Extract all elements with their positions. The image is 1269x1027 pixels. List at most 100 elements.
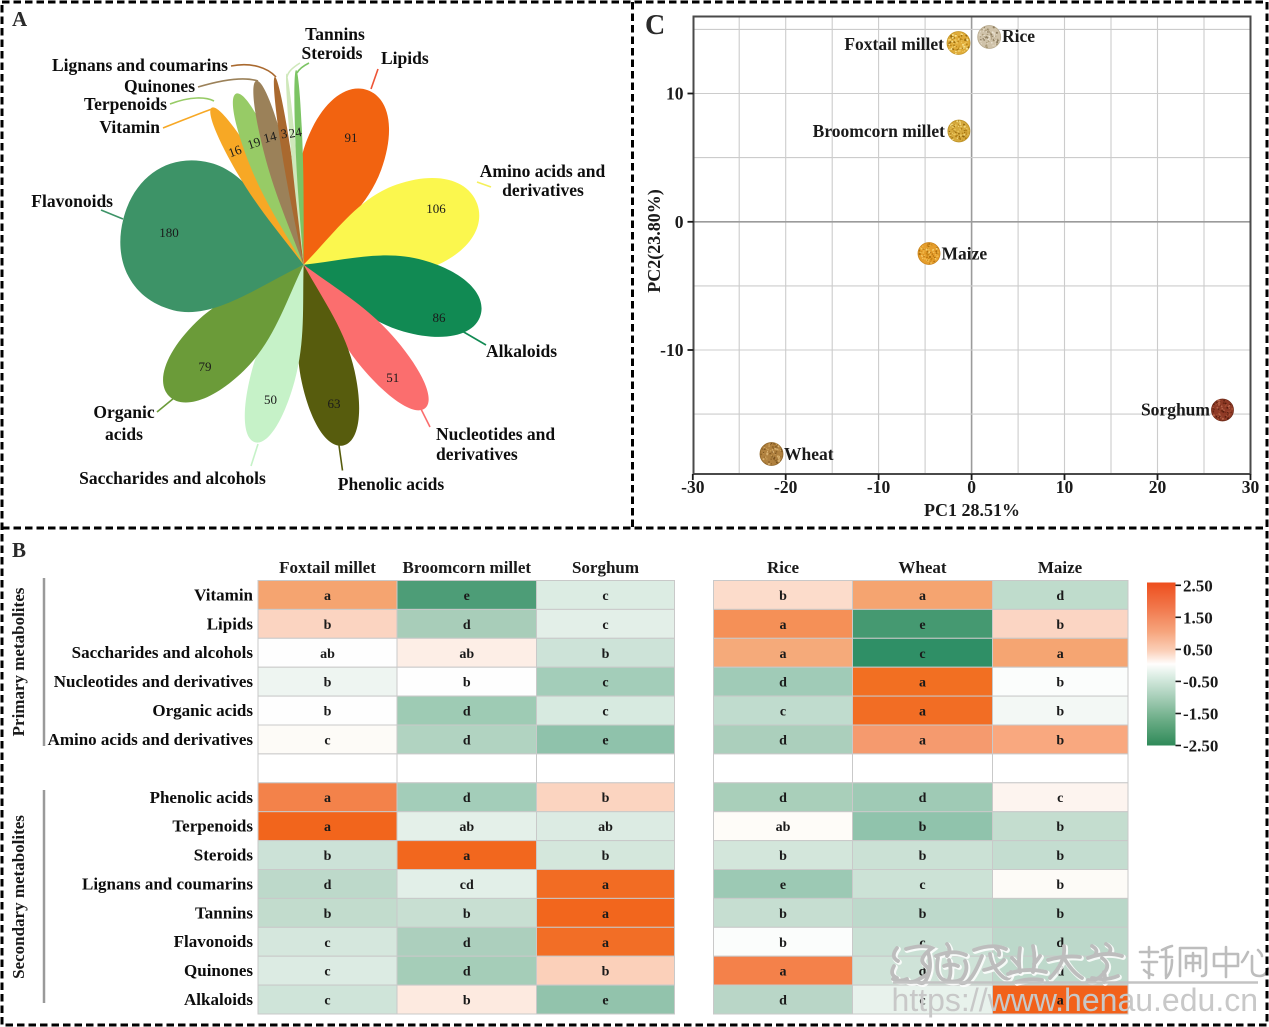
svg-text:c: c [919,936,925,951]
svg-text:63: 63 [328,396,341,411]
svg-text:b: b [324,907,332,922]
svg-text:ab: ab [776,820,791,835]
svg-text:b: b [602,647,610,662]
svg-text:30: 30 [1242,477,1260,497]
svg-text:-10: -10 [660,340,684,360]
svg-text:d: d [779,994,787,1009]
svg-text:Lignans and coumarins: Lignans and coumarins [52,55,228,75]
svg-text:a: a [919,676,926,691]
svg-text:b: b [602,791,610,806]
svg-text:b: b [779,589,787,604]
svg-text:d: d [463,618,471,633]
svg-text:-30: -30 [681,477,705,497]
svg-text:Foxtail millet: Foxtail millet [844,34,944,54]
svg-text:Steroids: Steroids [194,846,254,865]
svg-text:-10: -10 [867,477,891,497]
svg-text:b: b [324,618,332,633]
svg-text:a: a [919,589,926,604]
svg-text:c: c [780,705,786,720]
svg-text:0.50: 0.50 [1183,640,1213,659]
svg-text:d: d [919,965,927,980]
svg-text:b: b [919,907,927,922]
svg-text:0: 0 [967,477,976,497]
svg-text:b: b [1056,849,1064,864]
svg-text:c: c [919,878,925,893]
svg-text:b: b [919,849,927,864]
svg-text:c: c [324,965,330,980]
svg-text:-20: -20 [774,477,798,497]
svg-text:ab: ab [459,820,474,835]
svg-text:Broomcorn millet: Broomcorn millet [813,121,946,141]
svg-text:b: b [463,907,471,922]
svg-text:0: 0 [675,212,684,232]
svg-text:e: e [780,878,786,893]
svg-text:b: b [463,676,471,691]
svg-text:e: e [919,618,925,633]
svg-text:Terpenoids: Terpenoids [172,817,253,836]
svg-text:Organic acids: Organic acids [152,701,253,720]
svg-text:Vitamin: Vitamin [194,586,253,605]
svg-text:ab: ab [320,647,335,662]
svg-text:a: a [463,849,470,864]
svg-text:c: c [1057,791,1063,806]
svg-text:Lignans and coumarins: Lignans and coumarins [82,875,253,894]
svg-text:d: d [463,791,471,806]
svg-text:2: 2 [287,125,296,141]
svg-text:10: 10 [666,84,684,104]
svg-text:d: d [779,734,787,749]
svg-text:20: 20 [1149,477,1167,497]
svg-text:Secondary metabolites: Secondary metabolites [9,815,28,979]
svg-text:Flavonoids: Flavonoids [31,191,113,211]
svg-text:d: d [463,734,471,749]
svg-text:e: e [602,994,608,1009]
svg-text:b: b [1056,676,1064,691]
svg-text:91: 91 [345,130,358,145]
svg-text:Broomcorn millet: Broomcorn millet [403,558,532,577]
svg-text:-1.50: -1.50 [1183,705,1218,724]
svg-text:Rice: Rice [767,558,800,577]
svg-text:cd: cd [460,878,474,893]
svg-text:b: b [1056,878,1064,893]
svg-text:2.50: 2.50 [1183,576,1213,595]
svg-text:B: B [12,538,26,562]
svg-text:Nucleotides and derivatives: Nucleotides and derivatives [54,672,254,691]
svg-text:-2.50: -2.50 [1183,737,1218,756]
svg-text:51: 51 [386,370,399,385]
svg-text:a: a [324,589,331,604]
svg-text:Tannins: Tannins [305,24,365,44]
svg-text:Maize: Maize [1038,558,1083,577]
svg-text:derivatives: derivatives [436,444,518,464]
svg-text:c: c [602,618,608,633]
svg-text:Phenolic acids: Phenolic acids [150,788,254,807]
svg-text:ab: ab [459,647,474,662]
svg-text:a: a [1057,647,1064,662]
svg-text:Flavonoids: Flavonoids [174,932,254,951]
svg-text:Sorghum: Sorghum [1141,400,1210,420]
svg-text:a: a [602,907,609,922]
svg-text:e: e [464,589,470,604]
svg-text:c: c [324,994,330,1009]
svg-text:d: d [1056,936,1064,951]
svg-text:Wheat: Wheat [784,444,834,464]
svg-text:d: d [324,878,332,893]
svg-text:PC1 28.51%: PC1 28.51% [924,500,1020,520]
svg-text:c: c [324,734,330,749]
svg-text:derivatives: derivatives [502,180,584,200]
svg-text:1.50: 1.50 [1183,608,1213,627]
svg-text:3: 3 [279,126,288,142]
svg-text:ab: ab [598,820,613,835]
svg-text:c: c [602,589,608,604]
svg-text:a: a [1057,994,1064,1009]
svg-text:a: a [780,618,787,633]
svg-text:c: c [919,994,925,1009]
svg-text:b: b [324,705,332,720]
svg-text:c: c [919,647,925,662]
svg-text:Maize: Maize [942,244,988,264]
svg-text:16: 16 [226,142,244,161]
svg-text:b: b [324,676,332,691]
svg-text:-0.50: -0.50 [1183,672,1218,691]
svg-text:C: C [645,10,665,41]
svg-text:Lipids: Lipids [207,614,254,633]
svg-text:c: c [602,676,608,691]
svg-text:19: 19 [245,134,262,152]
